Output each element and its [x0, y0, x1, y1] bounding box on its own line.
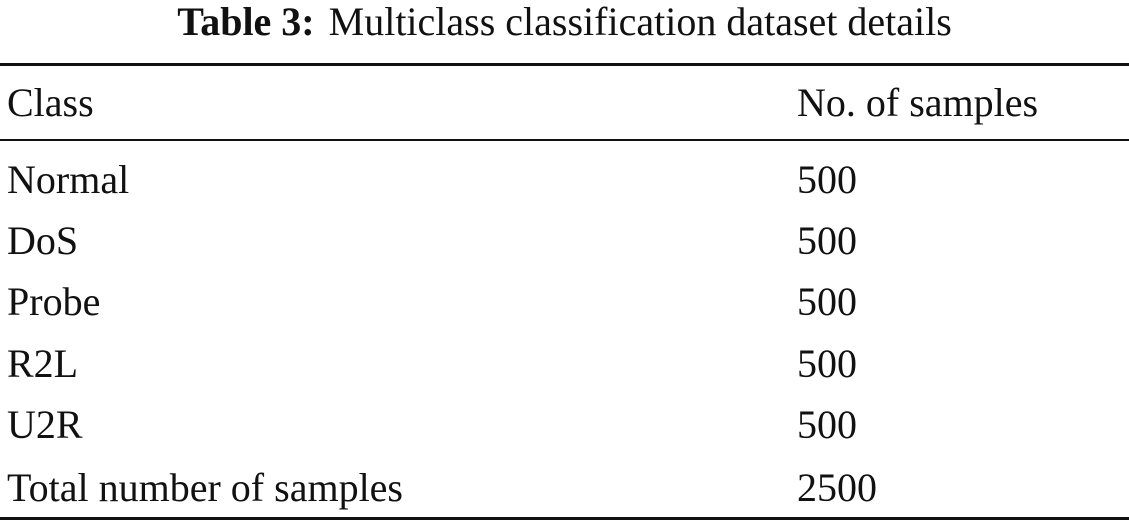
header-cell: Class — [7, 80, 94, 125]
table-cell: DoS — [7, 218, 79, 263]
table-cell: 500 — [797, 218, 857, 263]
top-rule — [0, 63, 1129, 66]
table-cell: 500 — [797, 157, 857, 202]
header-cell: No. of samples — [797, 80, 1039, 125]
table-cell: 500 — [797, 402, 857, 447]
table-cell: R2L — [7, 341, 79, 386]
table-cell: 500 — [797, 279, 857, 324]
table-caption: Table 3: Multiclass classification datase… — [0, 0, 1129, 44]
caption-label: Table 3: — [177, 0, 315, 44]
table-cell: Total number of samples — [7, 465, 403, 510]
table-cell: Probe — [7, 279, 101, 324]
table-cell: U2R — [7, 402, 83, 447]
table-cell: 2500 — [797, 465, 877, 510]
table-cell: 500 — [797, 341, 857, 386]
bottom-rule — [0, 517, 1129, 520]
mid-rule — [0, 139, 1129, 141]
caption-text: Multiclass classification dataset detail… — [328, 0, 952, 44]
table-cell: Normal — [7, 157, 130, 202]
